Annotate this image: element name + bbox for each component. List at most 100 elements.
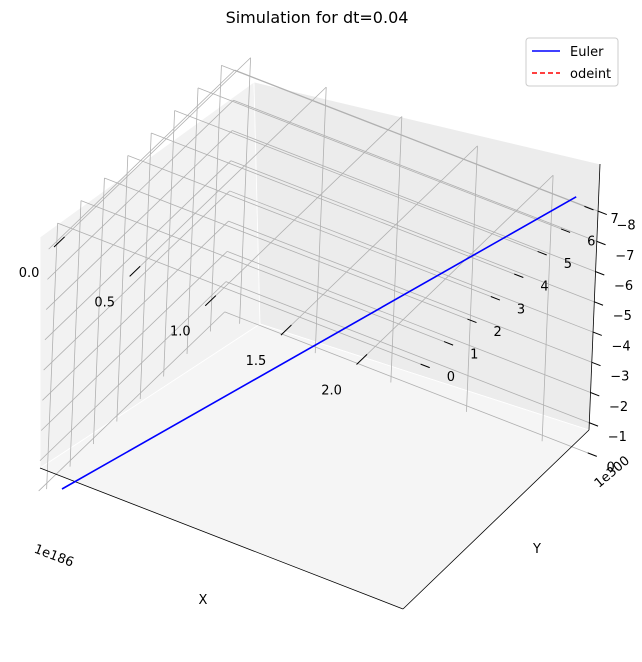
- grid-line-x: [239, 57, 251, 324]
- x-tick-mark: [53, 236, 65, 248]
- grid-line-y: [80, 200, 445, 342]
- y-tick-label: 1: [470, 347, 478, 362]
- grid-line-y: [46, 223, 59, 490]
- legend-frame: [525, 37, 619, 87]
- grid-line-y: [174, 110, 538, 252]
- grid-line-z: [42, 220, 229, 401]
- grid-line-y: [116, 155, 129, 422]
- y-tick-label: 3: [517, 302, 525, 317]
- grid-line-y: [93, 178, 105, 445]
- legend-label-euler: Euler: [570, 45, 604, 60]
- x-tick-label: 1.0: [170, 325, 191, 340]
- grid-line-x: [64, 57, 251, 238]
- grid-line-z: [230, 160, 595, 303]
- x-tick-mark: [129, 265, 141, 277]
- x-axis-line: [39, 467, 404, 610]
- z-tick-mark: [597, 210, 607, 216]
- grid-line-z: [233, 99, 597, 242]
- z-tick-mark: [588, 422, 599, 427]
- grid-line-x: [541, 175, 554, 442]
- x-tick-mark: [356, 354, 368, 365]
- grid-line-y: [139, 132, 152, 400]
- z-tick-mark: [595, 271, 605, 276]
- x-axis-label: X: [199, 593, 208, 608]
- grid-line-y: [151, 132, 515, 275]
- x-tick-label: 0.0: [19, 266, 40, 281]
- x-tick-label: 0.5: [94, 295, 115, 310]
- z-tick-label: −6: [614, 279, 633, 294]
- y-tick-label: 6: [587, 235, 595, 250]
- grid-line-y: [163, 110, 176, 377]
- grid-line-y: [69, 200, 82, 467]
- grid-line-y: [127, 155, 491, 297]
- y-offset-label: 1e300: [592, 453, 633, 491]
- grid-line-z: [234, 69, 598, 212]
- grid-line-z: [224, 311, 588, 454]
- grid-line-x: [291, 145, 478, 326]
- grid-line-x: [139, 86, 327, 267]
- z-tick-mark: [592, 331, 602, 336]
- y-tick-label: 2: [494, 325, 502, 340]
- y-tick-label: 7: [611, 212, 619, 227]
- y-tick-mark: [467, 318, 477, 324]
- z-tick-label: 0: [607, 460, 615, 475]
- y-tick-label: 0: [447, 370, 455, 385]
- grid-line-y: [57, 222, 421, 365]
- grid-line-x: [215, 116, 403, 296]
- y-tick-mark: [490, 296, 501, 301]
- y-tick-mark: [560, 228, 571, 233]
- z-tick-label: −1: [608, 430, 627, 445]
- grid-line-z: [44, 160, 232, 341]
- grid-line-z: [40, 251, 228, 431]
- z-tick-label: −7: [615, 249, 634, 264]
- grid-line-z: [45, 130, 233, 310]
- grid-line-z: [232, 130, 596, 272]
- y-axis-line: [402, 429, 590, 610]
- y-axis-label: Y: [532, 542, 541, 557]
- z-tick-label: −2: [609, 400, 628, 415]
- x-tick-mark: [280, 324, 292, 336]
- z-tick-mark: [596, 240, 606, 246]
- x-offset-label: 1e186: [32, 542, 76, 571]
- y-tick-label: 5: [564, 257, 572, 272]
- z-tick-label: −8: [617, 219, 636, 234]
- series-lines: [61, 196, 577, 490]
- y-tick-label: 4: [540, 280, 548, 295]
- z-tick-mark: [591, 361, 601, 367]
- legend: Euler odeint: [525, 37, 619, 87]
- grid-line-z: [39, 281, 227, 462]
- chart-title: Simulation for dt=0.04: [226, 8, 409, 27]
- grid-line-y: [197, 87, 562, 230]
- y-tick-mark: [443, 341, 454, 346]
- grid-line-y: [186, 87, 199, 354]
- grid-line-y: [221, 65, 585, 207]
- grid-line-z: [48, 69, 235, 250]
- z-axis-line: [588, 163, 601, 431]
- x-tick-label: 2.0: [321, 383, 342, 398]
- grid-line-y: [104, 177, 468, 320]
- y-tick-mark: [514, 273, 524, 278]
- z-tick-mark: [590, 391, 600, 397]
- y-tick-mark: [584, 205, 594, 211]
- z-tick-mark: [593, 301, 604, 306]
- grid-line-x: [314, 87, 327, 354]
- grid-line-y: [210, 65, 222, 332]
- grid-line-z: [227, 251, 591, 393]
- z-tick-label: −3: [610, 370, 629, 385]
- grid-line-z: [38, 311, 225, 492]
- x-tick-mark: [204, 295, 217, 307]
- grid-line-x: [466, 145, 478, 412]
- y-tick-mark: [537, 250, 547, 256]
- z-tick-label: −5: [613, 309, 632, 324]
- x-tick-label: 1.5: [246, 354, 267, 369]
- grid-line-x: [366, 174, 554, 355]
- series-line-euler: [61, 196, 577, 490]
- grid-line-z: [47, 99, 234, 280]
- y-tick-mark: [420, 363, 430, 369]
- grid-line-z: [229, 190, 593, 333]
- z-tick-label: −4: [612, 339, 631, 354]
- z-tick-mark: [587, 452, 597, 457]
